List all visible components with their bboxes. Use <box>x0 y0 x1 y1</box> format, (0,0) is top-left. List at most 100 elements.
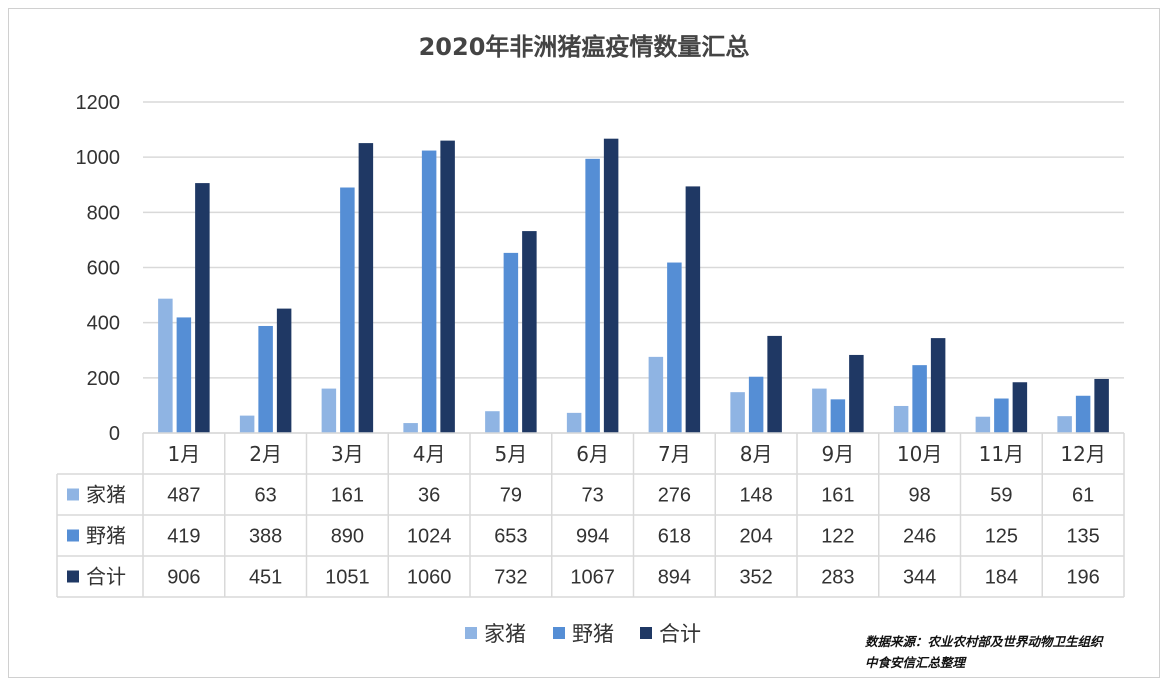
table-cell: 890 <box>331 526 364 548</box>
bar <box>830 399 846 433</box>
table-series-label: 家猪 <box>86 483 126 507</box>
table-cell: 388 <box>249 526 282 548</box>
table-cell: 618 <box>658 526 691 548</box>
category-label: 9月 <box>822 442 855 466</box>
bar <box>239 415 255 433</box>
bar <box>503 252 519 433</box>
bar <box>440 140 455 433</box>
table-cell: 653 <box>494 526 527 548</box>
table-cell: 98 <box>909 485 931 507</box>
table-cell: 1067 <box>570 567 615 589</box>
table-series-label: 野猪 <box>86 524 126 548</box>
category-label: 4月 <box>413 442 446 466</box>
bar <box>195 183 210 433</box>
bar <box>994 398 1009 433</box>
y-tick-label: 1200 <box>76 92 121 114</box>
y-axis: 0 200 400 600 800 1000 1200 <box>76 92 121 445</box>
y-tick-label: 800 <box>87 202 120 224</box>
bar <box>258 325 273 433</box>
category-label: 6月 <box>576 442 609 466</box>
bar <box>176 317 192 433</box>
table-cell: 122 <box>821 526 854 548</box>
y-tick-label: 400 <box>87 313 120 335</box>
category-label: 8月 <box>740 442 773 466</box>
table-cell: 732 <box>494 567 527 589</box>
bar <box>340 187 355 433</box>
bar <box>849 354 864 433</box>
legend-label: 家猪 <box>484 622 526 646</box>
bar <box>276 308 292 433</box>
category-label: 11月 <box>979 442 1024 466</box>
bar <box>893 405 909 433</box>
bar <box>358 143 374 433</box>
category-label: 1月 <box>168 442 201 466</box>
table-cell: 1060 <box>407 567 452 589</box>
bar <box>158 298 173 433</box>
legend-swatch <box>553 627 565 639</box>
table-legend-swatch <box>67 529 79 542</box>
table-cell: 276 <box>658 485 691 507</box>
table-cell: 161 <box>821 485 854 507</box>
table-series-label: 合计 <box>86 565 126 589</box>
table-cell: 73 <box>582 485 604 507</box>
bar <box>975 416 991 433</box>
bar <box>403 423 418 433</box>
legend-swatch <box>640 627 652 639</box>
bar <box>566 412 582 433</box>
table-cell: 61 <box>1072 485 1094 507</box>
category-label: 3月 <box>331 442 364 466</box>
bar <box>603 138 619 433</box>
table-cell: 204 <box>739 526 772 548</box>
bar <box>1075 395 1091 433</box>
bar <box>1012 382 1028 433</box>
y-tick-label: 600 <box>87 258 120 280</box>
legend-label: 合计 <box>659 622 701 646</box>
legend: 家猪 野猪 合计 <box>465 622 701 646</box>
table-cell: 283 <box>821 567 854 589</box>
bar <box>930 338 946 433</box>
legend-label: 野猪 <box>572 622 614 646</box>
bar <box>585 158 600 434</box>
table-cell: 125 <box>985 526 1018 548</box>
bar <box>1094 378 1109 433</box>
source-note-line1: 数据来源：农业农村部及世界动物卫生组织 <box>865 634 1104 649</box>
legend-swatch <box>465 627 477 639</box>
table-cell: 1051 <box>325 567 370 589</box>
bar <box>912 365 927 433</box>
category-label: 10月 <box>897 442 942 466</box>
bar <box>730 392 745 433</box>
bar <box>812 388 827 433</box>
source-note-line2: 中食安信汇总整理 <box>865 655 968 670</box>
bar <box>648 356 664 433</box>
category-label: 12月 <box>1060 442 1105 466</box>
table-cell: 894 <box>658 567 691 589</box>
table-cell: 994 <box>576 526 609 548</box>
table-cell: 906 <box>167 567 200 589</box>
y-tick-label: 200 <box>87 368 120 390</box>
table-cell: 352 <box>739 567 772 589</box>
table-cell: 487 <box>167 485 200 507</box>
table-legend-swatch <box>67 570 79 583</box>
y-tick-label: 0 <box>109 423 120 445</box>
table-cell: 59 <box>990 485 1012 507</box>
table-cell: 148 <box>739 485 772 507</box>
table-legend-swatch <box>67 488 79 501</box>
table-cell: 344 <box>903 567 936 589</box>
bar <box>485 411 500 433</box>
table-cell: 36 <box>418 485 440 507</box>
bar <box>767 335 782 433</box>
table-cell: 135 <box>1066 526 1099 548</box>
bars <box>158 138 1109 434</box>
table-cell: 1024 <box>407 526 452 548</box>
category-label: 5月 <box>495 442 528 466</box>
table-cell: 419 <box>167 526 200 548</box>
table-cell: 184 <box>985 567 1018 589</box>
bar <box>685 186 701 433</box>
chart-title: 2020年非洲猪瘟疫情数量汇总 <box>419 33 750 61</box>
category-label: 7月 <box>658 442 691 466</box>
table-cell: 161 <box>331 485 364 507</box>
bar <box>1057 416 1072 433</box>
table-cell: 451 <box>249 567 282 589</box>
